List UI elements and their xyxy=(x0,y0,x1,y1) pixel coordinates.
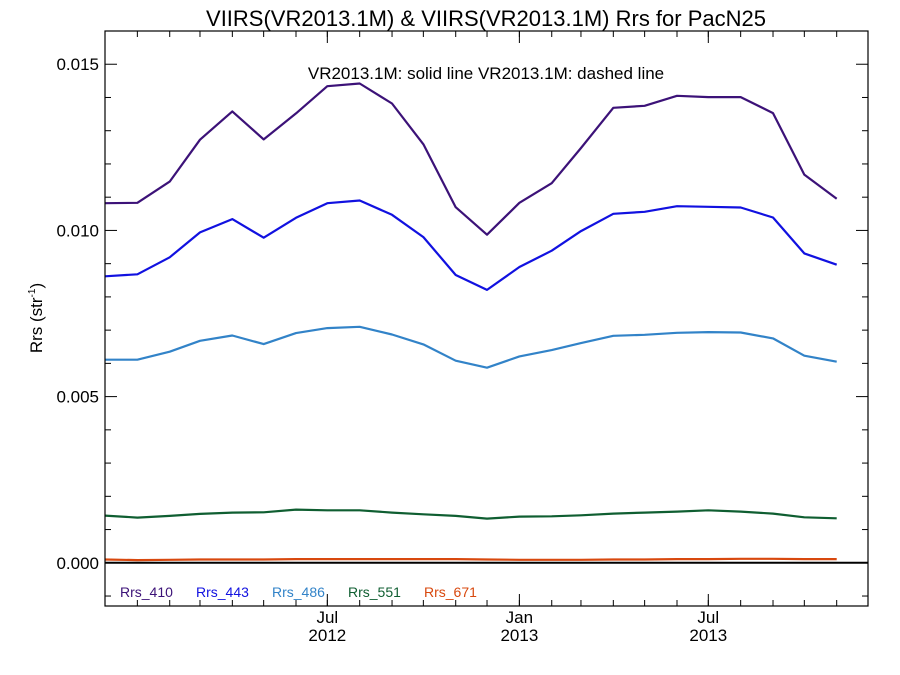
data-series xyxy=(104,82,838,562)
legend-item-rrs-671: Rrs_671 xyxy=(424,584,477,600)
y-axis-label: Rrs (str-1) xyxy=(27,283,46,353)
x-tick-label-month: Jul xyxy=(316,608,338,627)
y-tick-label: 0.005 xyxy=(56,388,99,407)
chart-title: VIIRS(VR2013.1M) & VIIRS(VR2013.1M) Rrs … xyxy=(206,6,766,31)
series-line-rrs-551 xyxy=(104,508,837,520)
y-axis-label-text: Rrs (str xyxy=(27,297,46,353)
legend-item-rrs-486: Rrs_486 xyxy=(272,584,325,600)
y-tick-label: 0.010 xyxy=(56,221,99,240)
y-axis-label-superscript: -1 xyxy=(27,288,38,297)
x-tick-label-year: 2013 xyxy=(500,626,538,645)
legend-item-rrs-410: Rrs_410 xyxy=(120,584,173,600)
axis-ticks xyxy=(105,30,868,606)
series-line-rrs-410 xyxy=(104,82,838,236)
series-line-rrs-486 xyxy=(105,325,837,369)
plot-frame xyxy=(104,30,869,607)
legend-item-rrs-443: Rrs_443 xyxy=(196,584,249,600)
y-axis-label-close: ) xyxy=(27,283,46,289)
x-tick-label-year: 2013 xyxy=(689,626,727,645)
x-tick-label-month: Jan xyxy=(506,608,533,627)
x-tick-label-year: 2012 xyxy=(308,626,346,645)
legend: Rrs_410 Rrs_443 Rrs_486 Rrs_551 Rrs_671 xyxy=(120,584,477,600)
y-tick-label: 0.015 xyxy=(56,55,99,74)
y-tick-labels: 0.000 0.005 0.010 0.015 xyxy=(56,55,99,573)
series-line-rrs-671 xyxy=(104,557,837,562)
line-style-note: VR2013.1M: solid line VR2013.1M: dashed … xyxy=(308,64,664,83)
x-tick-label-month: Jul xyxy=(697,608,719,627)
legend-item-rrs-551: Rrs_551 xyxy=(348,584,401,600)
series-line-rrs-443 xyxy=(104,199,838,291)
y-tick-label: 0.000 xyxy=(56,554,99,573)
